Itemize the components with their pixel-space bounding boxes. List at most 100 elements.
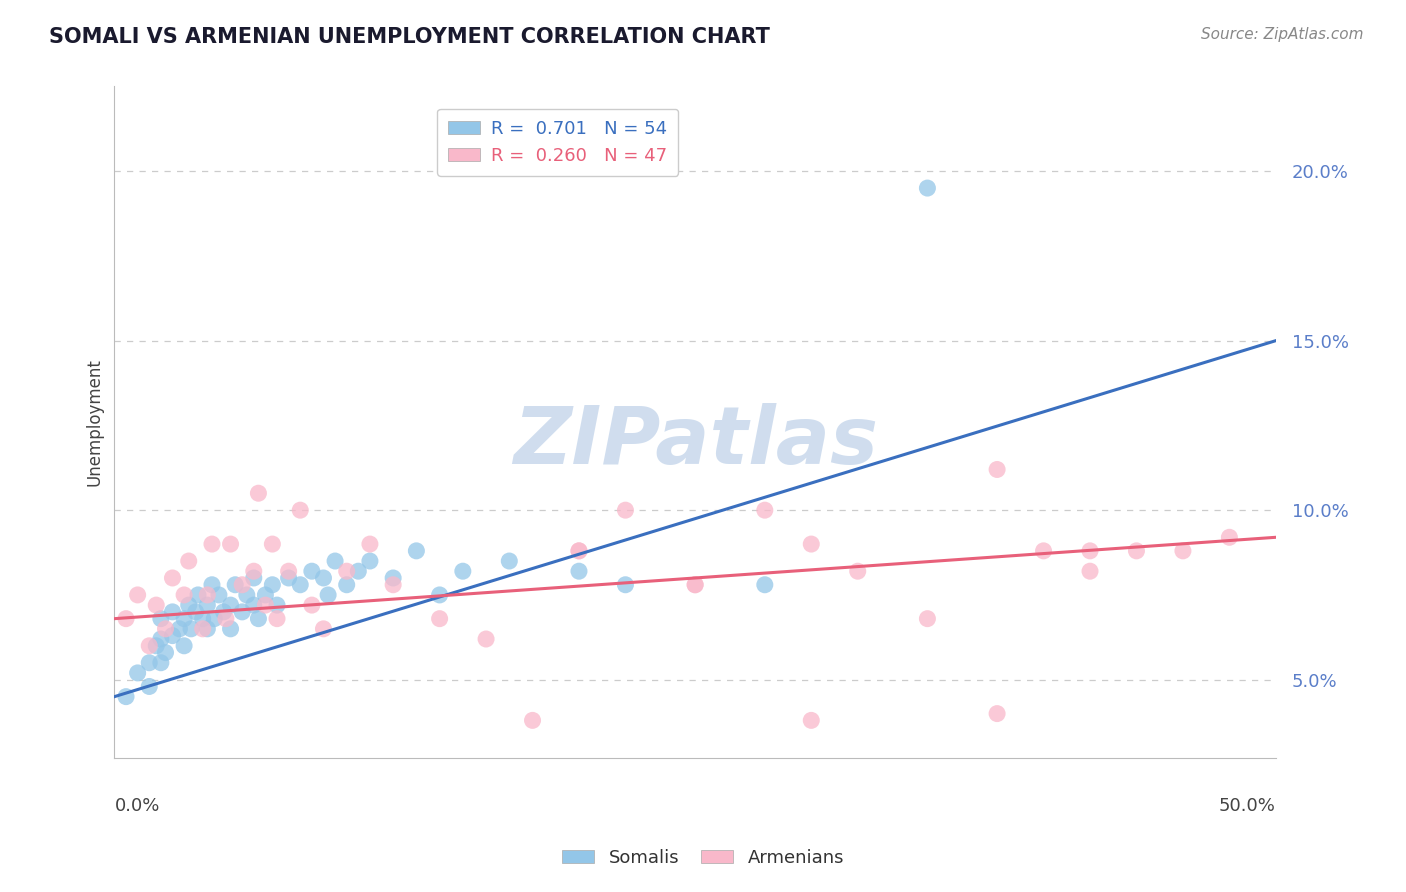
Point <box>846 564 869 578</box>
Point <box>1218 530 1240 544</box>
Point <box>231 578 253 592</box>
Point <box>127 665 149 680</box>
Point <box>262 537 284 551</box>
Text: SOMALI VS ARMENIAN UNEMPLOYMENT CORRELATION CHART: SOMALI VS ARMENIAN UNEMPLOYMENT CORRELAT… <box>49 27 770 46</box>
Point <box>986 706 1008 721</box>
Point <box>195 588 218 602</box>
Point <box>262 578 284 592</box>
Point <box>201 578 224 592</box>
Point <box>568 544 591 558</box>
Point <box>243 564 266 578</box>
Point <box>236 588 259 602</box>
Point <box>138 656 160 670</box>
Point <box>115 690 138 704</box>
Point <box>405 544 427 558</box>
Point <box>359 554 381 568</box>
Point <box>195 598 218 612</box>
Point <box>173 639 195 653</box>
Y-axis label: Unemployment: Unemployment <box>86 358 103 486</box>
Point <box>301 598 323 612</box>
Point <box>162 629 184 643</box>
Text: ZIPatlas: ZIPatlas <box>513 403 877 481</box>
Point <box>1125 544 1147 558</box>
Point <box>498 554 520 568</box>
Point <box>201 537 224 551</box>
Point <box>429 588 451 602</box>
Point <box>917 612 939 626</box>
Point <box>219 622 242 636</box>
Point <box>115 612 138 626</box>
Point <box>614 578 637 592</box>
Point <box>359 537 381 551</box>
Point <box>180 622 202 636</box>
Point <box>145 598 167 612</box>
Legend: R =  0.701   N = 54, R =  0.260   N = 47: R = 0.701 N = 54, R = 0.260 N = 47 <box>437 109 678 176</box>
Point <box>312 571 335 585</box>
Point <box>187 588 209 602</box>
Point <box>754 578 776 592</box>
Point <box>754 503 776 517</box>
Point <box>290 503 312 517</box>
Point <box>215 612 238 626</box>
Point <box>177 598 200 612</box>
Point <box>195 622 218 636</box>
Point <box>266 612 288 626</box>
Point <box>173 612 195 626</box>
Point <box>266 598 288 612</box>
Point <box>155 622 177 636</box>
Point <box>219 598 242 612</box>
Legend: Somalis, Armenians: Somalis, Armenians <box>554 842 852 874</box>
Point <box>614 503 637 517</box>
Point <box>155 646 177 660</box>
Point <box>202 612 225 626</box>
Point <box>219 537 242 551</box>
Point <box>347 564 370 578</box>
Point <box>277 571 299 585</box>
Point <box>1032 544 1054 558</box>
Point <box>169 622 191 636</box>
Point <box>162 571 184 585</box>
Point <box>145 639 167 653</box>
Text: Source: ZipAtlas.com: Source: ZipAtlas.com <box>1201 27 1364 42</box>
Point <box>800 537 823 551</box>
Point <box>917 181 939 195</box>
Point <box>301 564 323 578</box>
Point <box>312 622 335 636</box>
Point <box>1078 544 1101 558</box>
Point <box>149 656 172 670</box>
Point <box>247 486 270 500</box>
Point <box>683 578 706 592</box>
Point <box>177 554 200 568</box>
Point <box>800 714 823 728</box>
Point <box>336 578 359 592</box>
Point <box>208 588 231 602</box>
Point <box>382 571 405 585</box>
Point <box>149 612 172 626</box>
Point <box>162 605 184 619</box>
Point <box>173 588 195 602</box>
Point <box>316 588 339 602</box>
Point <box>1078 564 1101 578</box>
Point <box>231 605 253 619</box>
Point <box>243 571 266 585</box>
Point <box>243 598 266 612</box>
Point <box>138 680 160 694</box>
Text: 50.0%: 50.0% <box>1219 797 1275 814</box>
Point <box>184 605 207 619</box>
Point <box>247 612 270 626</box>
Point <box>568 564 591 578</box>
Point <box>277 564 299 578</box>
Text: 0.0%: 0.0% <box>114 797 160 814</box>
Point <box>451 564 474 578</box>
Point <box>254 598 277 612</box>
Point <box>475 632 498 646</box>
Point <box>1171 544 1194 558</box>
Point <box>138 639 160 653</box>
Point <box>336 564 359 578</box>
Point <box>290 578 312 592</box>
Point <box>212 605 235 619</box>
Point <box>127 588 149 602</box>
Point <box>568 544 591 558</box>
Point <box>149 632 172 646</box>
Point <box>683 578 706 592</box>
